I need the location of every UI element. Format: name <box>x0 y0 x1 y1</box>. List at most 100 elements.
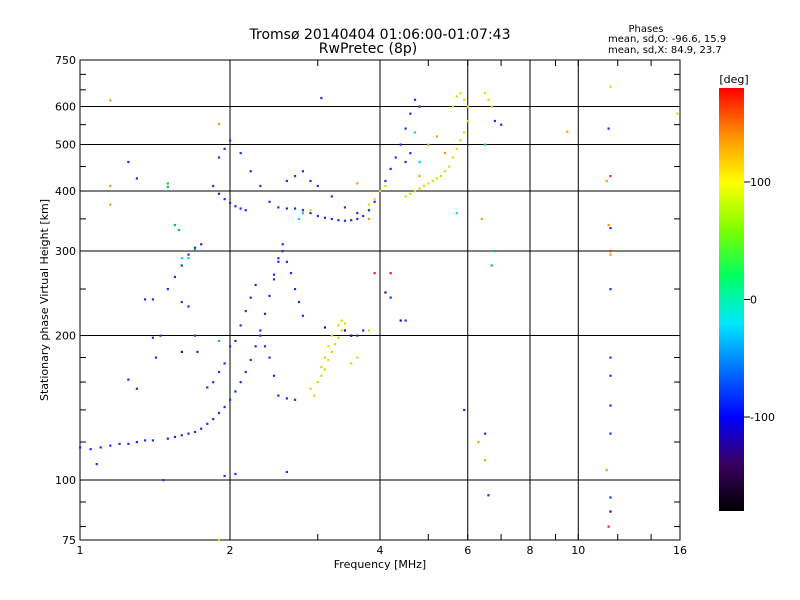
x-tick-label: 16 <box>673 544 687 557</box>
axis-ticks <box>79 60 681 540</box>
data-point <box>493 250 497 253</box>
phase-stats-o: mean, sd,O: -96.6, 15.9 <box>608 34 726 45</box>
data-point <box>297 300 301 304</box>
data-point <box>244 370 247 374</box>
colorbar-tick-label: 0 <box>750 294 757 307</box>
data-point <box>384 179 387 183</box>
x-tick-label: 6 <box>464 544 471 557</box>
data-point <box>447 165 451 168</box>
data-point <box>99 446 102 449</box>
data-point <box>206 422 209 425</box>
data-point <box>676 112 679 115</box>
data-point <box>173 275 177 279</box>
y-tick-label: 600 <box>55 101 76 114</box>
data-point <box>109 444 112 447</box>
data-point <box>229 139 232 142</box>
data-point <box>180 434 183 437</box>
data-point <box>272 273 276 276</box>
data-point <box>413 98 417 101</box>
data-point <box>607 223 610 227</box>
data-point <box>309 209 312 212</box>
data-point <box>484 459 487 462</box>
data-point <box>609 404 612 407</box>
data-point <box>89 448 92 451</box>
data-point <box>180 264 183 267</box>
data-point <box>277 257 280 260</box>
data-point <box>337 336 340 339</box>
data-point <box>455 147 458 150</box>
data-point <box>367 203 371 206</box>
y-tick-labels: 75 100 200 300 400 500 600 750 <box>55 54 76 547</box>
colorbar-tick-label: -100 <box>750 411 775 424</box>
data-point <box>297 217 301 221</box>
data-point <box>459 139 462 142</box>
data-point <box>206 386 209 389</box>
data-point <box>95 462 98 466</box>
data-point <box>217 411 221 415</box>
data-point <box>609 250 612 253</box>
data-point <box>313 394 316 397</box>
data-point <box>285 260 288 263</box>
data-point <box>356 334 359 337</box>
data-point <box>323 356 327 359</box>
data-point <box>154 356 158 359</box>
data-point <box>350 362 353 365</box>
data-point <box>187 305 190 308</box>
data-point <box>373 200 376 203</box>
data-point <box>384 291 387 294</box>
data-point <box>418 174 421 178</box>
chart-subtitle: RwPretec (8p) <box>319 41 417 57</box>
data-point <box>609 432 612 435</box>
data-point <box>162 479 165 482</box>
data-point <box>435 135 438 138</box>
data-point <box>166 182 169 185</box>
data-point <box>268 356 271 359</box>
y-tick-label: 75 <box>62 534 76 547</box>
data-point <box>609 356 612 359</box>
data-point <box>143 298 147 301</box>
data-point <box>373 198 376 201</box>
data-point <box>367 209 371 212</box>
data-point <box>607 525 610 528</box>
data-point <box>343 206 347 209</box>
data-point <box>367 217 371 221</box>
data-point <box>135 441 138 444</box>
data-point <box>309 179 312 183</box>
data-point <box>356 182 359 185</box>
data-point <box>127 378 130 381</box>
data-point <box>451 105 455 108</box>
data-point <box>337 219 340 222</box>
colorbar-ticks: -100 0 100 <box>744 176 775 424</box>
data-point <box>373 271 376 275</box>
data-point <box>422 184 426 188</box>
data-point <box>212 418 215 421</box>
colorbar-tick-label: 100 <box>750 176 771 189</box>
data-point <box>285 207 288 210</box>
data-point <box>173 223 177 227</box>
data-point <box>229 201 232 205</box>
data-point <box>259 184 262 188</box>
data-point <box>244 309 247 313</box>
data-point <box>443 152 447 155</box>
data-point <box>234 339 237 343</box>
data-point <box>413 131 417 134</box>
data-point <box>166 185 169 189</box>
data-point <box>609 374 612 377</box>
data-point <box>427 143 430 146</box>
data-point <box>239 207 242 210</box>
data-point <box>330 350 333 353</box>
data-point <box>239 324 242 327</box>
data-point <box>249 358 252 362</box>
data-point <box>490 105 493 108</box>
data-point <box>212 381 215 384</box>
data-point <box>356 356 359 359</box>
data-point <box>223 362 226 365</box>
data-point <box>487 98 490 101</box>
data-point <box>309 212 312 215</box>
data-point <box>566 130 569 133</box>
data-point <box>263 312 267 315</box>
data-point <box>193 248 197 251</box>
data-point <box>277 394 280 397</box>
y-tick-label: 200 <box>55 330 76 343</box>
data-point <box>234 472 237 476</box>
